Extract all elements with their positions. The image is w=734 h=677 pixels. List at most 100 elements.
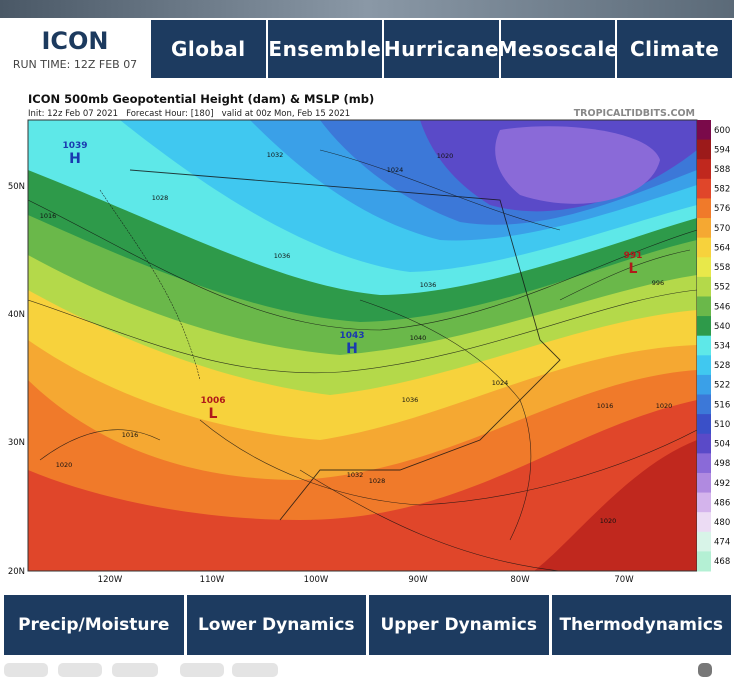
colorbar-swatch (697, 257, 711, 278)
colorbar-swatch (697, 296, 711, 317)
model-logo[interactable]: ICON RUN TIME: 12Z FEB 07 (0, 18, 150, 78)
lon-label: 90W (408, 575, 428, 585)
colorbar-swatch (697, 198, 711, 219)
colorbar-label: 486 (714, 498, 730, 508)
contour-label: 1020 (56, 461, 73, 469)
colorbar-label: 492 (714, 479, 730, 489)
contour-label: 1040 (410, 334, 427, 342)
category-button[interactable]: Thermodynamics (551, 595, 733, 655)
center-symbol: H (69, 151, 81, 167)
ghost-button (180, 663, 224, 677)
category-button[interactable]: Upper Dynamics (369, 595, 551, 655)
colorbar-swatch (697, 374, 711, 396)
colorbar-swatch (697, 276, 711, 297)
map-title: ICON 500mb Geopotential Height (dam) & M… (28, 92, 374, 106)
colorbar-label: 564 (714, 243, 730, 253)
colorbar-label: 558 (714, 263, 730, 273)
colorbar-label: 576 (714, 204, 730, 214)
center-value: 1039 (62, 141, 87, 151)
ghost-button (232, 663, 278, 677)
contour-label: 1016 (597, 402, 614, 410)
colorbar-label: 498 (714, 459, 730, 469)
colorbar-swatch (697, 453, 711, 474)
nav-button[interactable]: Mesoscale (497, 20, 618, 78)
colorbar-swatch (697, 218, 711, 239)
colorbar-swatch (697, 394, 711, 415)
category-button[interactable]: Precip/Moisture (4, 595, 186, 655)
ghost-button (698, 663, 712, 677)
colorbar-label: 582 (714, 185, 730, 195)
contour-label: 1020 (600, 517, 617, 525)
model-name: ICON (41, 27, 109, 55)
contour-label: 1024 (387, 166, 404, 174)
ghost-button (58, 663, 102, 677)
nav-button[interactable]: Ensemble (267, 20, 385, 78)
contour-label: 1036 (274, 252, 291, 260)
lat-label: 20N (8, 567, 25, 577)
colorbar-label: 528 (714, 361, 730, 371)
colorbar-label: 504 (714, 440, 730, 450)
colorbar-swatch (697, 531, 711, 552)
colorbar-label: 594 (714, 145, 730, 155)
colorbar-swatch (697, 335, 711, 356)
colorbar-swatch (697, 178, 711, 199)
lon-label: 110W (200, 575, 225, 585)
lon-label: 100W (304, 575, 329, 585)
colorbar-label: 552 (714, 283, 730, 293)
map-subtitle: Init: 12z Feb 07 2021 Forecast Hour: [18… (28, 109, 350, 119)
lat-label: 50N (8, 182, 25, 192)
colorbar-swatch (697, 414, 711, 435)
contour-label: 1036 (420, 281, 437, 289)
center-symbol: L (209, 406, 218, 422)
contour-label: 1032 (267, 151, 284, 159)
colorbar-swatch (697, 120, 711, 141)
ghost-button (4, 663, 48, 677)
map-frame (22, 90, 712, 580)
ghost-button (112, 663, 158, 677)
lon-label: 120W (98, 575, 123, 585)
credit: TROPICALTIDBITS.COM (574, 108, 695, 119)
nav-button[interactable]: Hurricane (384, 20, 501, 78)
height-field (28, 120, 697, 571)
center-symbol: H (346, 341, 358, 357)
run-time: RUN TIME: 12Z FEB 07 (12, 58, 138, 71)
banner-strip (0, 0, 734, 18)
contour-label: 1020 (437, 152, 454, 160)
colorbar-swatch (697, 551, 711, 572)
contour-label: 1016 (40, 212, 57, 220)
contour-label: 1016 (122, 431, 139, 439)
colorbar-label: 480 (714, 518, 730, 528)
center-symbol: L (629, 261, 638, 277)
colorbar-swatch (697, 139, 711, 160)
contour-label: 1028 (369, 477, 386, 485)
center-value: 991 (624, 251, 643, 261)
colorbar-label: 600 (714, 126, 730, 136)
center-value: 1006 (200, 396, 225, 406)
colorbar-label: 540 (714, 322, 730, 332)
colorbar-swatch (697, 355, 711, 376)
colorbar-label: 474 (714, 538, 730, 548)
nav-button[interactable]: Global (151, 20, 268, 78)
contour-label: 1036 (402, 396, 419, 404)
lat-label: 40N (8, 310, 25, 320)
contour-label: 1028 (152, 194, 169, 202)
colorbar-swatch (697, 316, 711, 337)
colorbar-label: 534 (714, 342, 730, 352)
nav-button[interactable]: Climate (617, 20, 734, 78)
colorbar-label: 570 (714, 224, 730, 234)
colorbar-swatch (697, 472, 711, 494)
category-button[interactable]: Lower Dynamics (186, 595, 368, 655)
lon-label: 80W (510, 575, 530, 585)
lat-label: 30N (8, 438, 25, 448)
colorbar-swatch (697, 492, 711, 513)
contour-label: 1024 (492, 379, 509, 387)
colorbar-label: 522 (714, 381, 730, 391)
colorbar-label: 516 (714, 400, 730, 410)
colorbar-label: 468 (714, 557, 730, 567)
contour-label: 1032 (347, 471, 364, 479)
colorbar-label: 588 (714, 165, 730, 175)
center-value: 1043 (339, 331, 364, 341)
colorbar-swatch (697, 237, 711, 258)
